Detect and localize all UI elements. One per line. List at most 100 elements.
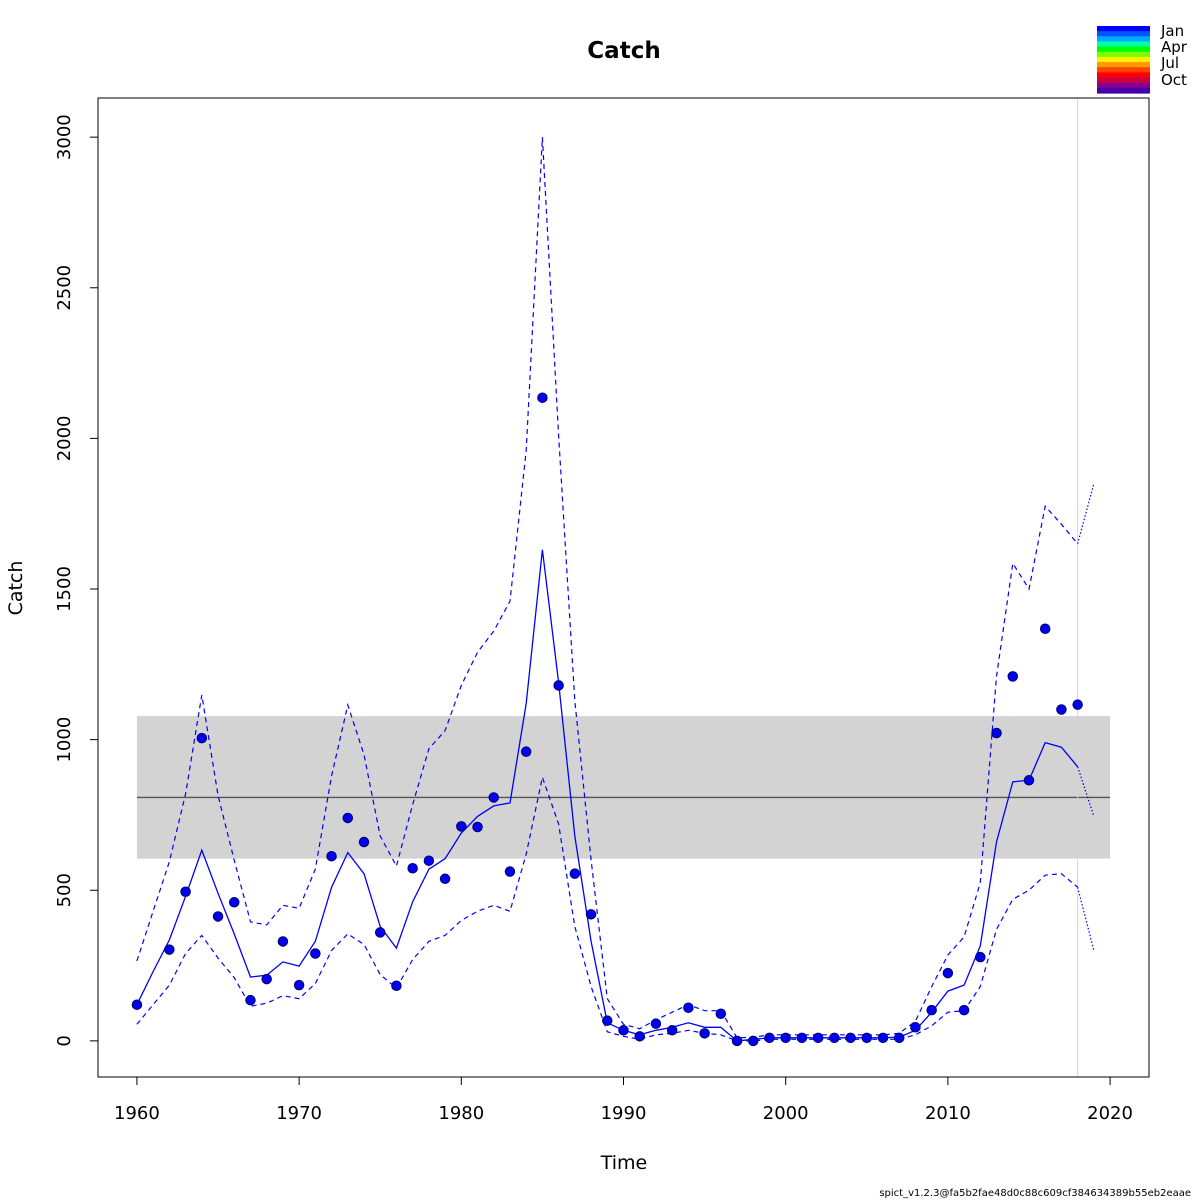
observed-catch-point [423,855,435,866]
observed-catch-point [715,1008,727,1019]
x-tick-label: 2020 [1087,1103,1133,1124]
upper-ci-line [136,137,1079,1039]
observed-catch-point [991,727,1002,739]
observed-catch-point [196,732,208,744]
x-axis: 1960 1970 1980 1990 2000 2010 2020 [114,1076,1133,1124]
plot-frame [97,97,1150,1078]
observed-catch-point [796,1032,808,1044]
y-tick-label: 1000 [54,717,75,763]
observed-catch-point [342,812,354,824]
chart-title: Catch [587,38,660,64]
observed-points-layer [131,392,1083,1047]
observed-catch-point [926,1004,937,1016]
observed-catch-point [958,1004,970,1016]
observed-catch-point [277,936,289,947]
observed-catch-point [472,821,483,833]
observed-catch-point [293,979,305,991]
y-tick-label: 2500 [54,265,75,311]
legend-label: Jul [1160,54,1179,72]
legend-label: Jan [1160,22,1184,40]
observed-catch-point [164,944,175,955]
legend-color-swatch [1097,62,1150,68]
lower-ci-line [136,775,1078,1042]
legend-color-swatch [1097,82,1150,89]
legend-color-swatch [1097,26,1150,32]
legend-label: Apr [1161,38,1188,56]
observed-catch-point [1056,704,1067,715]
observed-catch-point [861,1032,873,1044]
observed-catch-point [975,951,986,963]
observed-catch-point [812,1032,824,1044]
reference-band-layer [136,98,1111,1077]
observed-catch-point [1007,671,1019,682]
version-footer: spict_v1.2.3@fa5b2fae48d0c88c609cf384634… [879,1188,1191,1199]
observed-catch-point [407,862,418,874]
observed-catch-point [634,1031,645,1042]
observed-catch-point [374,927,386,938]
observed-catch-point [326,850,337,862]
x-tick-label: 2010 [925,1103,971,1124]
x-tick-label: 1980 [438,1103,484,1124]
forecast-lower-line [1077,887,1095,951]
observed-catch-point [764,1032,775,1044]
observed-catch-point [829,1032,840,1044]
observed-catch-point [666,1025,678,1036]
observed-catch-point [569,868,581,879]
forecast-upper-line [1077,483,1095,544]
legend-color-swatch [1097,56,1150,63]
observed-catch-point [212,911,224,922]
observed-catch-point [942,967,954,979]
reference-band [136,716,1111,859]
legend-color-swatch [1097,31,1150,37]
observed-catch-point [585,909,597,920]
legend-color-swatch [1097,51,1150,58]
observed-catch-point [391,980,402,991]
x-tick-label: 1970 [276,1103,322,1124]
legend-color-swatch [1097,36,1150,43]
observed-catch-point [1072,699,1083,710]
observed-catch-point [731,1035,743,1047]
observed-catch-point [893,1032,905,1044]
observed-catch-point [261,973,272,985]
observed-catch-point [439,873,451,885]
observed-catch-point [180,886,191,897]
y-axis: 0 500 1000 1500 2000 2500 3000 [54,114,99,1047]
observed-catch-point [358,836,370,848]
y-tick-label: 0 [54,1035,75,1046]
observed-catch-point [650,1018,662,1029]
observed-catch-point [1039,623,1051,635]
observed-catch-point [602,1015,613,1026]
legend-color-swatch [1097,41,1150,48]
observed-catch-point [310,948,321,959]
observed-catch-point [910,1022,921,1033]
legend-color-swatch [1097,72,1150,79]
observed-catch-point [553,680,564,691]
observed-catch-point [683,1002,694,1013]
x-tick-label: 1990 [601,1103,647,1124]
observed-catch-point [537,392,548,403]
legend-color-swatch [1097,87,1150,94]
y-tick-label: 500 [54,873,75,907]
legend-color-swatch [1097,77,1150,84]
observed-catch-point [131,999,143,1010]
observed-catch-point [845,1032,856,1044]
observed-catch-point [504,866,516,877]
legend-label: Oct [1161,71,1187,89]
observed-catch-point [780,1032,791,1044]
y-axis-label: Catch [5,561,27,616]
y-tick-label: 2000 [54,415,75,461]
series-layer [136,137,1095,1042]
x-tick-label: 1960 [114,1103,160,1124]
observed-catch-point [520,746,532,757]
legend-color-swatch [1097,67,1150,73]
observed-catch-point [699,1028,710,1039]
legend-color-swatch [1097,46,1150,53]
x-tick-label: 2000 [763,1103,809,1124]
observed-catch-point [228,897,240,908]
observed-catch-point [618,1025,629,1036]
observed-catch-point [245,994,256,1006]
observed-catch-point [456,821,467,832]
observed-catch-point [1023,775,1035,786]
